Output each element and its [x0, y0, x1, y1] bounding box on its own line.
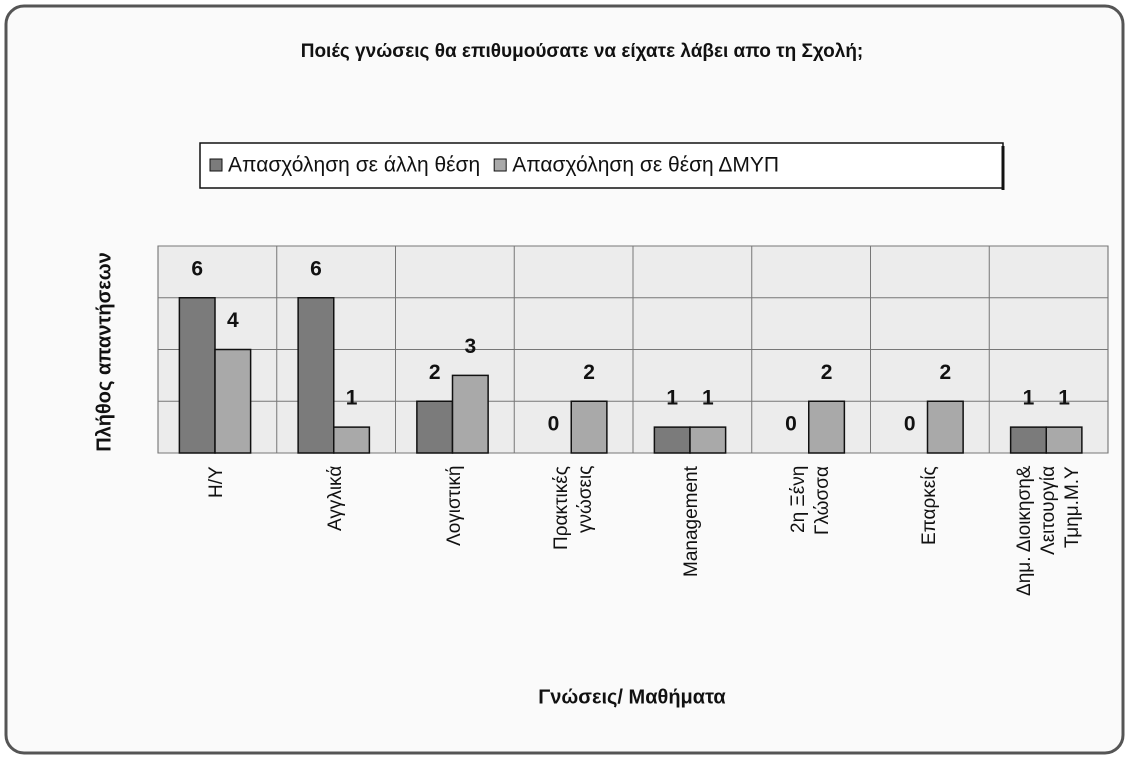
- bar: [451, 374, 489, 454]
- data-label: 2: [939, 361, 951, 384]
- x-axis-title: Γνώσεις/ Μαθήματα: [538, 686, 726, 708]
- data-label: 0: [904, 413, 916, 436]
- data-label: 2: [583, 361, 595, 384]
- x-tick-label: Πρακτικές γνώσεις: [550, 466, 596, 550]
- data-label: 1: [1023, 387, 1035, 410]
- bar: [689, 426, 727, 454]
- data-label: 6: [191, 257, 203, 280]
- bar: [297, 297, 335, 454]
- data-label: 1: [666, 387, 678, 410]
- data-label: 2: [429, 361, 441, 384]
- x-tick-label: 2η Ξένη Γλώσσα: [788, 466, 834, 535]
- y-axis-title: Πλήθος απαντήσεων: [93, 252, 115, 452]
- x-tick-label: Management: [681, 466, 703, 577]
- data-label: 1: [702, 387, 714, 410]
- bar: [214, 348, 252, 454]
- data-label: 1: [346, 387, 358, 410]
- legend-box: [199, 142, 1004, 189]
- bar: [653, 426, 691, 454]
- bar: [178, 297, 216, 454]
- x-tick-label: Η/Υ: [206, 466, 228, 498]
- x-tick-label: Επαρκείς: [918, 466, 940, 545]
- x-tick-label: Λογιστική: [443, 466, 465, 547]
- bar: [570, 400, 608, 454]
- legend-swatch: [209, 158, 223, 172]
- bar: [926, 400, 964, 454]
- data-label: 4: [227, 309, 239, 332]
- legend-label: Απασχόληση σε άλλη θέση: [228, 154, 480, 177]
- data-label: 1: [1058, 387, 1070, 410]
- data-label: 3: [464, 335, 476, 358]
- x-tick-label: Αγγλικά: [325, 466, 347, 532]
- data-label: 0: [785, 413, 797, 436]
- bar: [1009, 426, 1047, 454]
- data-label: 0: [548, 413, 560, 436]
- bar: [333, 426, 371, 454]
- bar: [416, 400, 454, 454]
- bar: [808, 400, 846, 454]
- x-tick-label: Δημ. Διοικηση& Λειτουργία Τμημ.Μ.Υ: [1013, 466, 1083, 597]
- bar: [1045, 426, 1083, 454]
- legend-label: Απασχόληση σε θέση ΔΜΥΠ: [512, 154, 779, 177]
- chart-title: Ποιές γνώσεις θα επιθυμούσατε να είχατε …: [301, 41, 864, 62]
- data-label: 2: [821, 361, 833, 384]
- legend-swatch: [493, 158, 507, 172]
- data-label: 6: [310, 257, 322, 280]
